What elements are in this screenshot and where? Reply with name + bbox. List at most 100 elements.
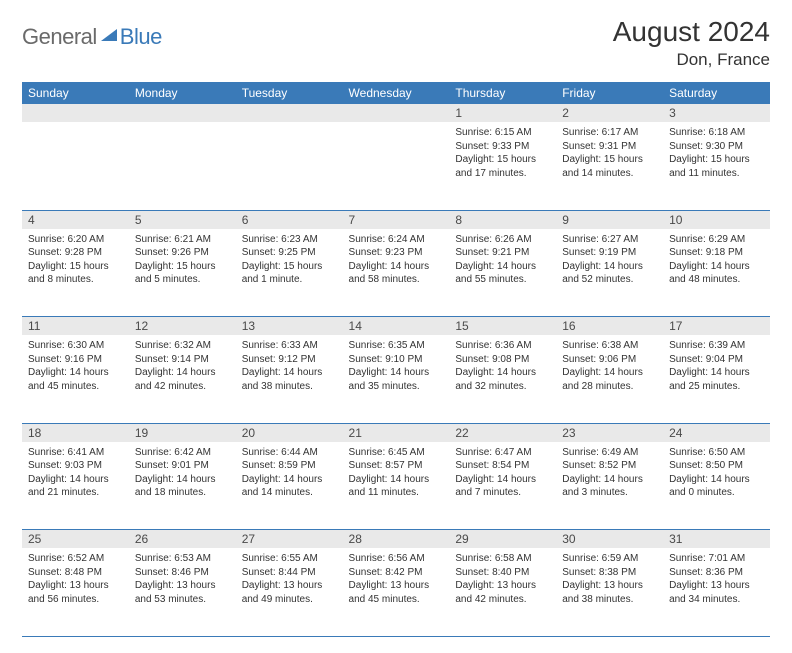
day-details: Sunrise: 6:39 AMSunset: 9:04 PMDaylight:… <box>663 335 770 399</box>
sunrise-line: Sunrise: 6:44 AM <box>242 446 337 460</box>
daylight-line: Daylight: 14 hours and 18 minutes. <box>135 473 230 500</box>
day-number: 22 <box>449 423 556 442</box>
day-details: Sunrise: 6:47 AMSunset: 8:54 PMDaylight:… <box>449 442 556 506</box>
day-number <box>343 104 450 122</box>
month-title: August 2024 <box>613 16 770 48</box>
day-cell: Sunrise: 6:36 AMSunset: 9:08 PMDaylight:… <box>449 335 556 423</box>
sunset-line: Sunset: 9:23 PM <box>349 246 444 260</box>
sunset-line: Sunset: 9:30 PM <box>669 140 764 154</box>
sunrise-line: Sunrise: 6:59 AM <box>562 552 657 566</box>
day-cell: Sunrise: 6:55 AMSunset: 8:44 PMDaylight:… <box>236 548 343 636</box>
daylight-line: Daylight: 15 hours and 8 minutes. <box>28 260 123 287</box>
day-details: Sunrise: 6:23 AMSunset: 9:25 PMDaylight:… <box>236 229 343 293</box>
sunrise-line: Sunrise: 6:56 AM <box>349 552 444 566</box>
day-number: 18 <box>22 423 129 442</box>
day-cell: Sunrise: 6:49 AMSunset: 8:52 PMDaylight:… <box>556 442 663 530</box>
day-details: Sunrise: 6:56 AMSunset: 8:42 PMDaylight:… <box>343 548 450 612</box>
day-number: 10 <box>663 210 770 229</box>
day-details: Sunrise: 6:58 AMSunset: 8:40 PMDaylight:… <box>449 548 556 612</box>
daylight-line: Daylight: 13 hours and 38 minutes. <box>562 579 657 606</box>
daylight-line: Daylight: 13 hours and 45 minutes. <box>349 579 444 606</box>
day-details: Sunrise: 6:38 AMSunset: 9:06 PMDaylight:… <box>556 335 663 399</box>
sunrise-line: Sunrise: 6:52 AM <box>28 552 123 566</box>
day-number: 3 <box>663 104 770 122</box>
day-cell: Sunrise: 7:01 AMSunset: 8:36 PMDaylight:… <box>663 548 770 636</box>
day-cell <box>129 122 236 210</box>
day-cell: Sunrise: 6:52 AMSunset: 8:48 PMDaylight:… <box>22 548 129 636</box>
day-number: 11 <box>22 317 129 336</box>
day-number: 7 <box>343 210 450 229</box>
day-cell: Sunrise: 6:58 AMSunset: 8:40 PMDaylight:… <box>449 548 556 636</box>
day-details: Sunrise: 6:30 AMSunset: 9:16 PMDaylight:… <box>22 335 129 399</box>
weekday-header: Tuesday <box>236 82 343 104</box>
sunset-line: Sunset: 9:10 PM <box>349 353 444 367</box>
daylight-line: Daylight: 15 hours and 14 minutes. <box>562 153 657 180</box>
day-number: 15 <box>449 317 556 336</box>
daylight-line: Daylight: 14 hours and 58 minutes. <box>349 260 444 287</box>
sunset-line: Sunset: 9:04 PM <box>669 353 764 367</box>
daylight-line: Daylight: 15 hours and 5 minutes. <box>135 260 230 287</box>
sunset-line: Sunset: 8:54 PM <box>455 459 550 473</box>
sunrise-line: Sunrise: 6:17 AM <box>562 126 657 140</box>
day-details: Sunrise: 6:18 AMSunset: 9:30 PMDaylight:… <box>663 122 770 186</box>
sunset-line: Sunset: 8:50 PM <box>669 459 764 473</box>
day-number: 28 <box>343 530 450 549</box>
day-details: Sunrise: 6:49 AMSunset: 8:52 PMDaylight:… <box>556 442 663 506</box>
day-number: 8 <box>449 210 556 229</box>
daylight-line: Daylight: 14 hours and 0 minutes. <box>669 473 764 500</box>
sunset-line: Sunset: 9:14 PM <box>135 353 230 367</box>
day-cell <box>343 122 450 210</box>
sunset-line: Sunset: 9:12 PM <box>242 353 337 367</box>
sunset-line: Sunset: 9:28 PM <box>28 246 123 260</box>
day-cell: Sunrise: 6:17 AMSunset: 9:31 PMDaylight:… <box>556 122 663 210</box>
sunset-line: Sunset: 9:16 PM <box>28 353 123 367</box>
sunset-line: Sunset: 9:19 PM <box>562 246 657 260</box>
day-number: 6 <box>236 210 343 229</box>
sunrise-line: Sunrise: 7:01 AM <box>669 552 764 566</box>
daylight-line: Daylight: 14 hours and 52 minutes. <box>562 260 657 287</box>
sunset-line: Sunset: 8:38 PM <box>562 566 657 580</box>
daynum-row: 18192021222324 <box>22 423 770 442</box>
brand-word-blue: Blue <box>120 24 162 50</box>
day-cell: Sunrise: 6:50 AMSunset: 8:50 PMDaylight:… <box>663 442 770 530</box>
sunset-line: Sunset: 9:33 PM <box>455 140 550 154</box>
sunset-line: Sunset: 8:57 PM <box>349 459 444 473</box>
day-number: 26 <box>129 530 236 549</box>
weekday-header: Wednesday <box>343 82 450 104</box>
weekday-header: Sunday <box>22 82 129 104</box>
title-block: August 2024 Don, France <box>613 16 770 70</box>
day-number: 24 <box>663 423 770 442</box>
day-details: Sunrise: 6:33 AMSunset: 9:12 PMDaylight:… <box>236 335 343 399</box>
day-row: Sunrise: 6:52 AMSunset: 8:48 PMDaylight:… <box>22 548 770 636</box>
sunrise-line: Sunrise: 6:47 AM <box>455 446 550 460</box>
sunset-line: Sunset: 9:06 PM <box>562 353 657 367</box>
weekday-header: Monday <box>129 82 236 104</box>
sunrise-line: Sunrise: 6:55 AM <box>242 552 337 566</box>
sunset-line: Sunset: 9:08 PM <box>455 353 550 367</box>
sunset-line: Sunset: 8:59 PM <box>242 459 337 473</box>
day-details: Sunrise: 6:20 AMSunset: 9:28 PMDaylight:… <box>22 229 129 293</box>
daylight-line: Daylight: 13 hours and 34 minutes. <box>669 579 764 606</box>
daylight-line: Daylight: 14 hours and 32 minutes. <box>455 366 550 393</box>
daylight-line: Daylight: 14 hours and 3 minutes. <box>562 473 657 500</box>
sunset-line: Sunset: 8:46 PM <box>135 566 230 580</box>
sunrise-line: Sunrise: 6:38 AM <box>562 339 657 353</box>
sunrise-line: Sunrise: 6:42 AM <box>135 446 230 460</box>
sunrise-line: Sunrise: 6:33 AM <box>242 339 337 353</box>
day-cell: Sunrise: 6:26 AMSunset: 9:21 PMDaylight:… <box>449 229 556 317</box>
weekday-header: Saturday <box>663 82 770 104</box>
day-number: 27 <box>236 530 343 549</box>
sunset-line: Sunset: 8:36 PM <box>669 566 764 580</box>
day-row: Sunrise: 6:15 AMSunset: 9:33 PMDaylight:… <box>22 122 770 210</box>
sunrise-line: Sunrise: 6:27 AM <box>562 233 657 247</box>
day-cell: Sunrise: 6:42 AMSunset: 9:01 PMDaylight:… <box>129 442 236 530</box>
sunrise-line: Sunrise: 6:21 AM <box>135 233 230 247</box>
sunset-line: Sunset: 9:25 PM <box>242 246 337 260</box>
sunset-line: Sunset: 9:03 PM <box>28 459 123 473</box>
brand-triangle-icon <box>101 27 117 48</box>
day-cell: Sunrise: 6:47 AMSunset: 8:54 PMDaylight:… <box>449 442 556 530</box>
day-cell <box>22 122 129 210</box>
sunrise-line: Sunrise: 6:50 AM <box>669 446 764 460</box>
day-row: Sunrise: 6:30 AMSunset: 9:16 PMDaylight:… <box>22 335 770 423</box>
location: Don, France <box>613 50 770 70</box>
